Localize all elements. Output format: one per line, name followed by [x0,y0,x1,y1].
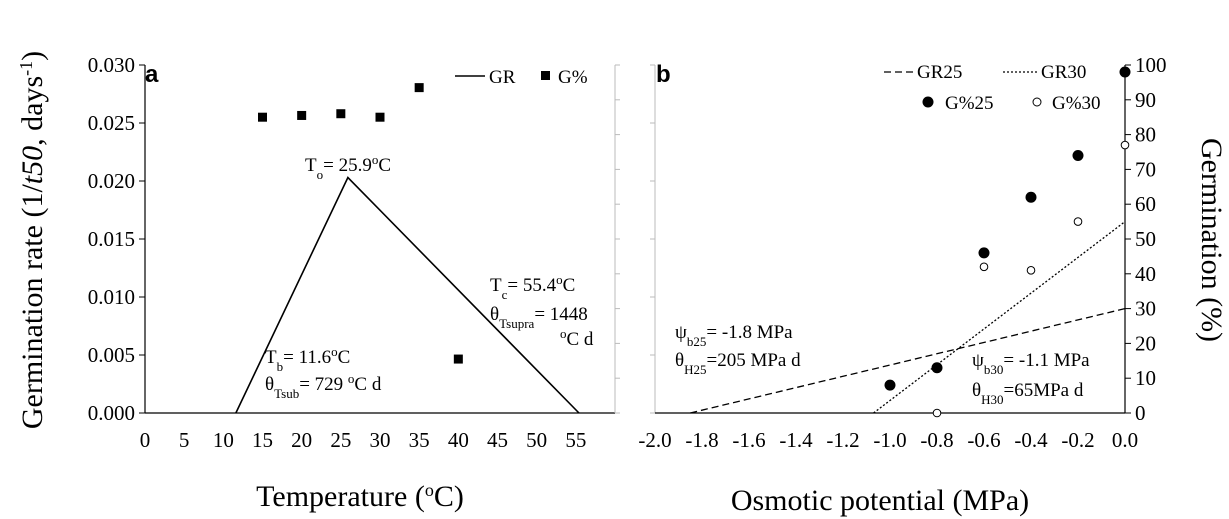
point-gpct30 [979,262,989,272]
annotation-tc: Tc= 55.4oC [490,272,575,302]
panel-label-a: a [145,61,159,88]
point-gpct25 [931,362,943,374]
point-gpct [453,354,463,364]
y-tick-label-right-b: 70 [1135,157,1156,181]
annotation-theta-h25: θH25=205 MPa d [675,350,801,377]
series-line-gr25 [690,307,1126,414]
legend-label-gr: GR [489,67,516,88]
y-tick-label-a: 0.030 [88,53,135,77]
y-tick-label-right-b: 90 [1135,88,1156,112]
y-tick-label-a: 0.015 [88,227,135,251]
x-tick-label-b: -0.6 [967,428,1000,452]
x-tick-label-a: 20 [291,428,312,452]
legend-label-gr25: GR25 [917,62,962,83]
y-tick-label-a: 0.010 [88,285,135,309]
x-tick-label-b: -1.2 [826,428,859,452]
point-gpct [375,112,385,122]
y-tick-label-right-b: 0 [1135,401,1146,425]
point-gpct [258,112,267,122]
x-tick-label-a: 30 [370,428,391,452]
y-tick-label-a: 0.000 [88,401,135,425]
annotation-psi-b30: ψb30= -1.1 MPa [972,350,1090,377]
x-tick-label-a: 5 [179,428,190,452]
legend-label-gpct30: G%30 [1052,93,1101,114]
annotation-theta-supra: θTsupra= 1448 [490,304,588,331]
y-tick-label-right-b: 100 [1135,53,1167,77]
legend-label-gr30: GR30 [1041,62,1086,83]
point-gpct30 [1026,266,1036,275]
x-tick-label-a: 45 [487,428,508,452]
y-tick-label-right-b: 50 [1135,227,1156,251]
y-tick-label-a: 0.005 [88,343,135,367]
y-tick-label-right-b: 30 [1135,297,1156,321]
point-gpct25 [884,379,896,391]
y-tick-label-right-b: 40 [1135,262,1156,286]
x-tick-label-b: -0.8 [920,428,953,452]
point-gpct25 [1072,149,1084,161]
annotation-tb: Tb= 11.6oC [265,344,350,374]
annotation-theta-supra-unit: oC d [560,326,594,351]
x-axis-title-b: Osmotic potential (MPa) [731,484,1029,517]
x-tick-label-b: -1.6 [732,428,765,452]
x-tick-label-b: -1.8 [685,428,718,452]
point-gpct30 [1120,140,1130,150]
y-tick-label-right-b: 60 [1135,192,1156,216]
x-tick-label-b: -1.0 [873,428,906,452]
series-line-gr [235,176,580,414]
x-tick-label-b: -1.4 [779,428,813,452]
y-axis-title-right: Germination (%) [1195,138,1228,342]
x-tick-label-b: 0.0 [1112,428,1138,452]
x-axis-title-a: Temperature (oC) [256,480,464,513]
annotation-theta-sub: θTsub= 729 oC d [265,371,382,401]
point-gpct [336,109,346,119]
x-tick-label-b: -2.0 [638,428,671,452]
x-tick-label-a: 15 [252,428,273,452]
annotation-psi-b25: ψb25= -1.8 MPa [675,322,793,349]
point-gpct [297,110,307,120]
y-axis-title-left: Germination rate (1/t50, days-1) [16,51,49,429]
x-tick-label-a: 35 [409,428,430,452]
legend-marker-gpct25 [922,96,934,108]
y-tick-label-a: 0.020 [88,169,135,193]
x-tick-label-a: 40 [448,428,469,452]
legend-label-gpct: G% [558,67,588,88]
x-tick-label-a: 10 [213,428,234,452]
x-tick-label-a: 0 [140,428,151,452]
legend-marker-gpct30 [1032,97,1042,107]
panel-label-b: b [656,61,671,88]
point-gpct25 [978,247,990,259]
x-tick-label-a: 50 [526,428,547,452]
point-gpct30 [1073,217,1083,226]
legend-marker-gpct [541,71,550,80]
series-line-gr30 [873,221,1126,414]
y-tick-label-right-b: 80 [1135,123,1156,147]
point-gpct25 [1025,191,1037,203]
point-gpct25 [1119,66,1131,78]
x-tick-label-a: 55 [565,428,586,452]
legend-label-gpct25: G%25 [945,93,994,114]
point-gpct [414,83,424,93]
annotation-theta-h30: θH30=65MPa d [972,380,1084,407]
point-gpct30 [932,408,942,418]
y-tick-label-right-b: 10 [1135,366,1156,390]
x-tick-label-b: -0.2 [1061,428,1094,452]
x-tick-label-b: -0.4 [1014,428,1048,452]
y-tick-label-a: 0.025 [88,111,135,135]
x-tick-label-a: 25 [330,428,351,452]
y-tick-label-right-b: 20 [1135,331,1156,355]
